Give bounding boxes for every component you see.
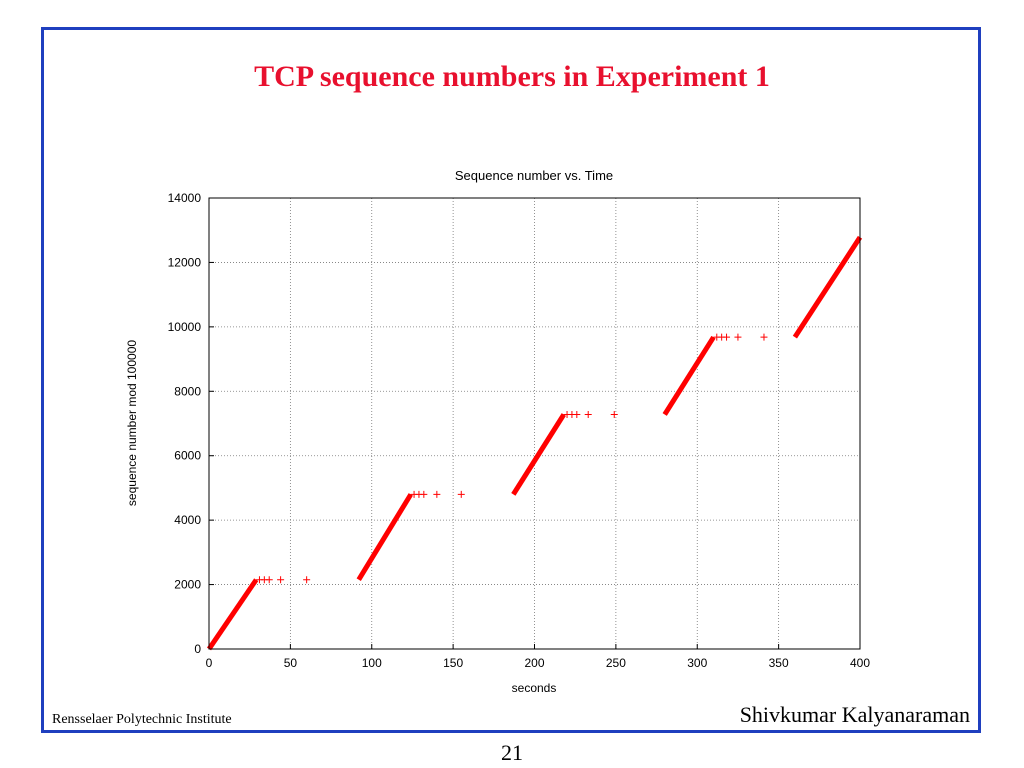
x-tick-label: 150 (443, 656, 463, 670)
y-tick-label: 14000 (168, 191, 202, 205)
x-tick-label: 250 (606, 656, 626, 670)
slide-title: TCP sequence numbers in Experiment 1 (0, 60, 1024, 94)
y-tick-label: 4000 (174, 513, 201, 527)
page-number: 21 (0, 740, 1024, 766)
x-tick-label: 300 (687, 656, 707, 670)
y-axis-label: sequence number mod 100000 (125, 340, 139, 506)
y-tick-label: 10000 (168, 320, 202, 334)
footer-author: Shivkumar Kalyanaraman (740, 702, 970, 728)
footer-institution: Rensselaer Polytechnic Institute (52, 712, 232, 728)
y-tick-label: 12000 (168, 255, 202, 269)
x-tick-label: 350 (769, 656, 789, 670)
x-axis-label: seconds (512, 681, 557, 695)
x-tick-label: 400 (850, 656, 870, 670)
y-tick-label: 2000 (174, 578, 201, 592)
x-tick-label: 100 (362, 656, 382, 670)
y-tick-label: 8000 (174, 384, 201, 398)
sequence-chart: Sequence number vs. Time 0 50 100 150 200 250… (112, 158, 890, 700)
y-tick-label: 6000 (174, 449, 201, 463)
x-tick-label: 0 (206, 656, 213, 670)
chart-title: Sequence number vs. Time (455, 168, 613, 183)
y-tick-label: 0 (194, 642, 201, 656)
x-tick-label: 200 (524, 656, 544, 670)
x-tick-label: 50 (284, 656, 298, 670)
